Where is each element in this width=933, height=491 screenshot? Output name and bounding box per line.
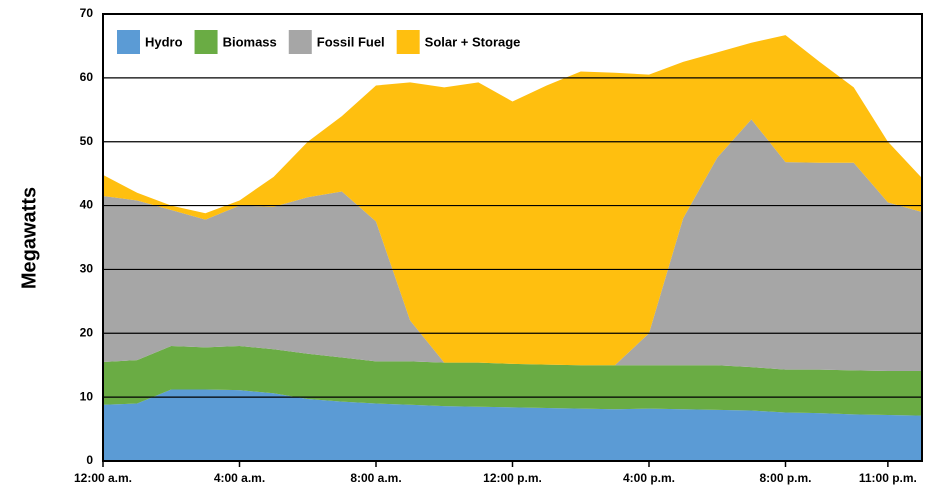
area	[103, 119, 922, 371]
legend-swatch	[396, 30, 420, 54]
y-axis-label: Megawatts	[18, 187, 40, 289]
legend-label: Hydro	[145, 34, 183, 49]
x-tick-label: 4:00 a.m.	[214, 471, 265, 485]
y-tick-label: 60	[80, 70, 94, 84]
x-tick-label: 11:00 p.m.	[859, 471, 917, 485]
legend-label: Solar + Storage	[425, 34, 521, 49]
legend-swatch	[288, 30, 312, 54]
y-tick-label: 40	[80, 198, 94, 212]
y-tick-label: 10	[80, 389, 94, 403]
x-tick-label: 4:00 p.m.	[623, 471, 675, 485]
area	[103, 346, 922, 416]
legend-label: Biomass	[223, 34, 277, 49]
x-tick-label: 12:00 p.m.	[483, 471, 542, 485]
x-tick-label: 8:00 a.m.	[350, 471, 401, 485]
y-tick-label: 20	[80, 325, 94, 339]
areas	[103, 35, 922, 461]
y-tick-label: 50	[80, 134, 94, 148]
area	[103, 35, 922, 366]
legend-swatch	[117, 30, 140, 54]
legend: Hydro Biomass Fossil Fuel Solar + Storage	[117, 30, 520, 54]
x-tick-label: 8:00 p.m.	[759, 471, 811, 485]
y-tick-label: 70	[80, 6, 94, 20]
y-tick-label: 0	[86, 453, 93, 467]
area	[103, 389, 922, 461]
legend-swatch	[194, 30, 218, 54]
legend-label: Fossil Fuel	[317, 34, 385, 49]
x-tick-label: 12:00 a.m.	[74, 471, 132, 485]
y-tick-label: 30	[80, 262, 94, 276]
